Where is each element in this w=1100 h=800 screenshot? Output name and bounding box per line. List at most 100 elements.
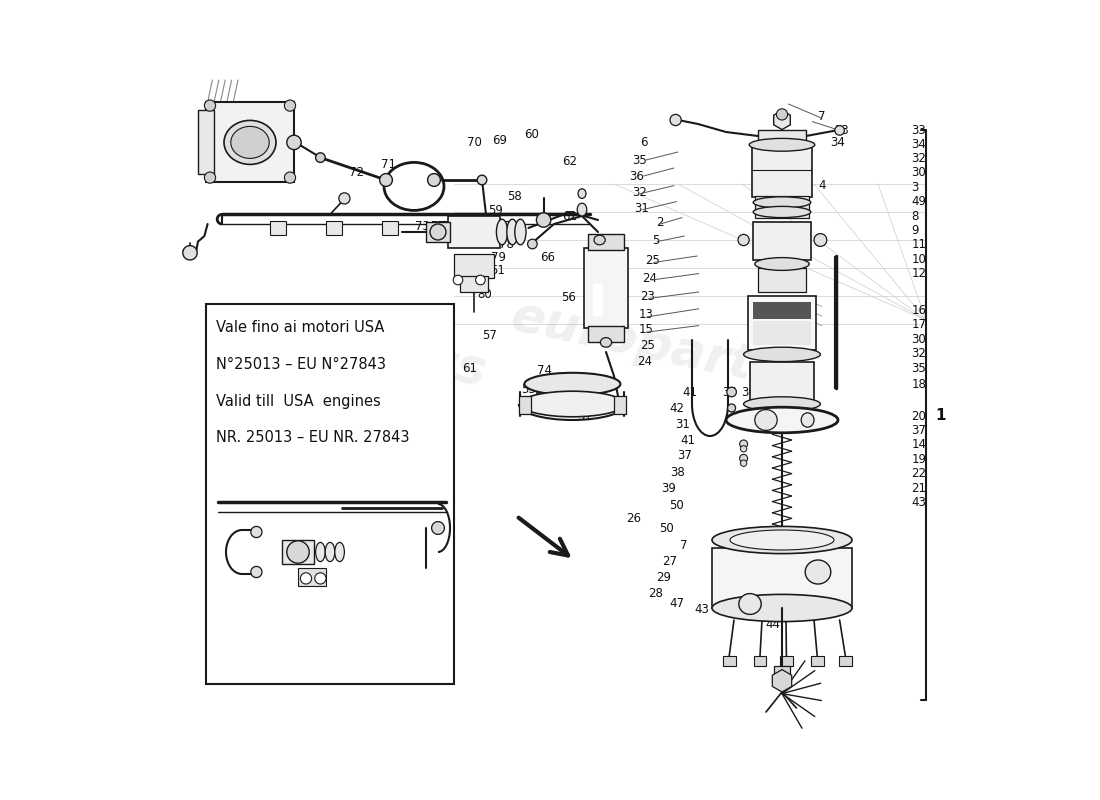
- Ellipse shape: [755, 410, 778, 430]
- Text: 31: 31: [675, 418, 690, 430]
- Ellipse shape: [430, 224, 446, 240]
- Text: 36: 36: [756, 603, 770, 616]
- Text: 25: 25: [645, 254, 660, 266]
- Text: 62: 62: [562, 155, 578, 168]
- Bar: [758, 268, 806, 292]
- Polygon shape: [772, 670, 792, 692]
- Text: 72: 72: [213, 339, 228, 352]
- Ellipse shape: [520, 391, 625, 417]
- Bar: [438, 221, 454, 235]
- Text: 10: 10: [912, 253, 926, 266]
- Text: 16: 16: [912, 304, 926, 317]
- Bar: [755, 196, 810, 218]
- Ellipse shape: [525, 373, 620, 395]
- Ellipse shape: [316, 542, 326, 562]
- Ellipse shape: [287, 541, 309, 563]
- Text: 6: 6: [640, 136, 647, 149]
- Bar: [811, 656, 824, 666]
- Ellipse shape: [712, 594, 852, 622]
- Text: 63: 63: [293, 450, 308, 462]
- Text: 69: 69: [298, 339, 312, 352]
- Ellipse shape: [224, 120, 276, 165]
- Circle shape: [205, 100, 216, 111]
- Bar: [748, 296, 815, 350]
- Ellipse shape: [805, 560, 830, 584]
- Ellipse shape: [379, 174, 393, 186]
- Ellipse shape: [496, 219, 507, 245]
- Text: 56: 56: [561, 291, 575, 304]
- Text: 36: 36: [741, 386, 756, 398]
- Text: 21: 21: [912, 482, 926, 494]
- Text: 7: 7: [680, 539, 688, 552]
- Text: 74: 74: [537, 364, 552, 377]
- Text: 55: 55: [566, 384, 582, 397]
- Text: 19: 19: [912, 453, 926, 466]
- Text: 36: 36: [629, 170, 644, 182]
- Circle shape: [453, 275, 463, 285]
- Bar: [298, 568, 326, 586]
- Circle shape: [205, 172, 216, 183]
- Ellipse shape: [578, 189, 586, 198]
- Text: 52: 52: [549, 386, 564, 398]
- Bar: [270, 221, 286, 235]
- Text: 2: 2: [656, 216, 663, 229]
- Text: 7: 7: [818, 110, 826, 122]
- Text: 35: 35: [632, 154, 647, 166]
- Bar: [382, 221, 398, 235]
- Ellipse shape: [744, 397, 821, 411]
- Ellipse shape: [477, 175, 487, 185]
- Bar: [584, 248, 628, 328]
- Ellipse shape: [594, 235, 605, 245]
- Text: 41: 41: [682, 386, 697, 398]
- Ellipse shape: [739, 440, 748, 448]
- Text: 62: 62: [562, 210, 578, 222]
- Text: 38: 38: [671, 466, 685, 478]
- Bar: [713, 548, 851, 608]
- Text: 22: 22: [912, 467, 926, 480]
- Ellipse shape: [749, 138, 815, 151]
- Circle shape: [777, 109, 788, 120]
- Circle shape: [285, 172, 296, 183]
- Text: 27: 27: [662, 555, 678, 568]
- Text: 11: 11: [912, 238, 926, 251]
- Text: 43: 43: [912, 496, 926, 509]
- Text: 20: 20: [912, 410, 926, 422]
- Ellipse shape: [287, 135, 301, 150]
- Ellipse shape: [578, 203, 586, 216]
- Bar: [754, 321, 811, 345]
- Text: 24: 24: [642, 272, 658, 285]
- Text: 33: 33: [835, 124, 849, 137]
- Ellipse shape: [754, 206, 811, 218]
- Text: 66: 66: [245, 450, 260, 462]
- Text: 50: 50: [659, 522, 673, 534]
- Bar: [614, 396, 626, 414]
- Circle shape: [475, 275, 485, 285]
- Bar: [494, 221, 510, 235]
- Ellipse shape: [712, 526, 852, 554]
- Text: Vale fino ai motori USA: Vale fino ai motori USA: [216, 320, 384, 335]
- Text: N°25013 – EU N°27843: N°25013 – EU N°27843: [216, 357, 386, 372]
- Ellipse shape: [431, 522, 444, 534]
- Bar: [198, 110, 214, 174]
- Text: 17: 17: [912, 318, 926, 331]
- Text: 40: 40: [752, 552, 767, 565]
- Bar: [426, 222, 450, 242]
- Ellipse shape: [428, 174, 440, 186]
- Text: 46: 46: [762, 581, 778, 594]
- Text: europarts: europarts: [210, 292, 491, 396]
- Text: 80: 80: [477, 288, 492, 301]
- Text: 26: 26: [627, 512, 641, 525]
- Text: 30: 30: [912, 333, 926, 346]
- Text: 48: 48: [760, 566, 775, 579]
- Ellipse shape: [537, 213, 551, 227]
- Bar: [588, 326, 624, 342]
- Text: 60: 60: [525, 128, 539, 141]
- Ellipse shape: [528, 239, 537, 249]
- Text: 28: 28: [648, 587, 663, 600]
- Text: 77: 77: [448, 220, 463, 233]
- Text: 5: 5: [652, 234, 659, 246]
- Text: 54: 54: [535, 389, 549, 402]
- Text: Valid till  USA  engines: Valid till USA engines: [216, 394, 381, 409]
- Polygon shape: [773, 110, 790, 130]
- Ellipse shape: [740, 460, 747, 466]
